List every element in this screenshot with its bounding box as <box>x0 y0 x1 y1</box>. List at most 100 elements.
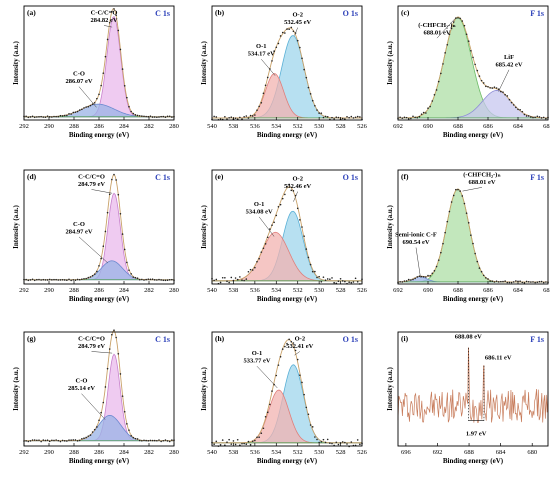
data-point <box>410 117 412 120</box>
peak-arrow <box>293 191 298 202</box>
x-tick-label: 532 <box>293 123 303 130</box>
data-point <box>264 415 267 418</box>
data-point <box>78 439 81 442</box>
data-point <box>337 116 340 119</box>
data-point <box>262 247 265 250</box>
x-tick-label: 534 <box>271 449 282 456</box>
data-point <box>303 68 305 71</box>
peak-arrow <box>261 59 276 76</box>
data-point <box>467 222 470 224</box>
data-point <box>33 439 36 441</box>
peak-label: 284.79 eV <box>78 343 105 350</box>
data-point <box>346 443 348 445</box>
peak-label: 284.97 eV <box>65 228 92 235</box>
data-point <box>339 277 342 280</box>
raw-data-points <box>211 183 363 285</box>
data-point <box>288 183 290 186</box>
data-point <box>288 338 290 341</box>
x-tick-label: 538 <box>229 123 239 130</box>
data-point <box>164 439 167 441</box>
data-point <box>290 189 293 192</box>
data-point <box>433 269 436 272</box>
data-point <box>249 443 252 446</box>
plot-frame <box>397 169 549 285</box>
peak-label: (-CHFCH₂-)ₙ <box>418 22 456 29</box>
data-point <box>160 279 162 281</box>
data-point <box>333 118 335 120</box>
data-point <box>271 390 273 392</box>
data-point <box>350 281 353 284</box>
data-point <box>493 281 496 283</box>
data-point <box>149 439 152 442</box>
data-point <box>433 94 436 96</box>
data-point <box>292 190 295 192</box>
data-point <box>138 115 141 117</box>
data-point <box>68 278 70 281</box>
data-point <box>515 280 517 282</box>
data-point <box>108 21 111 24</box>
data-point <box>59 279 62 281</box>
data-point <box>138 278 141 281</box>
data-point <box>422 111 425 114</box>
peak-arrow <box>91 351 113 354</box>
data-point <box>284 193 286 196</box>
x-tick-label: 690 <box>423 287 433 294</box>
data-point <box>111 10 113 13</box>
data-point <box>234 443 237 446</box>
data-point <box>487 86 489 88</box>
data-point <box>260 432 263 435</box>
x-tick-label: 538 <box>229 287 239 294</box>
data-point <box>228 281 230 284</box>
data-point <box>465 33 468 36</box>
data-point <box>239 444 241 446</box>
raw-data-points <box>23 8 175 119</box>
chart-panel-9: 688.08 eV 686.11 eV 1.97 eV 696 692 688 684 680… <box>386 331 549 465</box>
data-point <box>425 276 427 278</box>
peak-label: 690.54 eV <box>402 239 429 246</box>
data-point <box>335 441 338 444</box>
element-label: O 1s <box>343 9 358 18</box>
data-point <box>162 279 165 282</box>
x-tick-label: 540 <box>207 287 217 294</box>
data-point <box>36 116 38 118</box>
data-point <box>294 349 297 352</box>
data-point <box>266 236 269 239</box>
data-point <box>262 427 265 430</box>
data-point <box>352 117 355 119</box>
data-point <box>277 42 280 45</box>
x-tick-label: 284 <box>119 123 130 130</box>
data-point <box>470 49 472 52</box>
data-point <box>506 281 509 284</box>
data-point <box>213 443 215 446</box>
y-axis-title: Intensity (a.u.) <box>386 204 394 248</box>
data-point <box>309 93 312 95</box>
data-point <box>215 116 218 118</box>
data-point <box>25 278 27 281</box>
annotation-label: 688.08 eV <box>455 333 482 340</box>
data-point <box>324 115 327 118</box>
data-point <box>46 439 49 442</box>
data-point <box>480 270 483 273</box>
data-point <box>153 279 156 281</box>
data-point <box>296 358 299 361</box>
data-point <box>117 193 120 196</box>
data-point <box>322 116 325 119</box>
panel-label: (d) <box>27 172 37 181</box>
plot-frame <box>397 331 549 447</box>
data-point <box>322 438 325 441</box>
data-point <box>346 115 348 118</box>
data-point <box>455 17 457 19</box>
data-point <box>245 443 248 446</box>
data-point <box>504 93 506 96</box>
data-point <box>311 426 314 428</box>
data-point <box>213 115 215 118</box>
data-point <box>273 50 275 52</box>
data-point <box>350 115 353 118</box>
data-point <box>260 101 263 104</box>
data-point <box>534 116 536 119</box>
data-point <box>485 277 487 279</box>
data-point <box>318 275 320 278</box>
data-point <box>61 278 64 281</box>
data-point <box>156 439 158 442</box>
